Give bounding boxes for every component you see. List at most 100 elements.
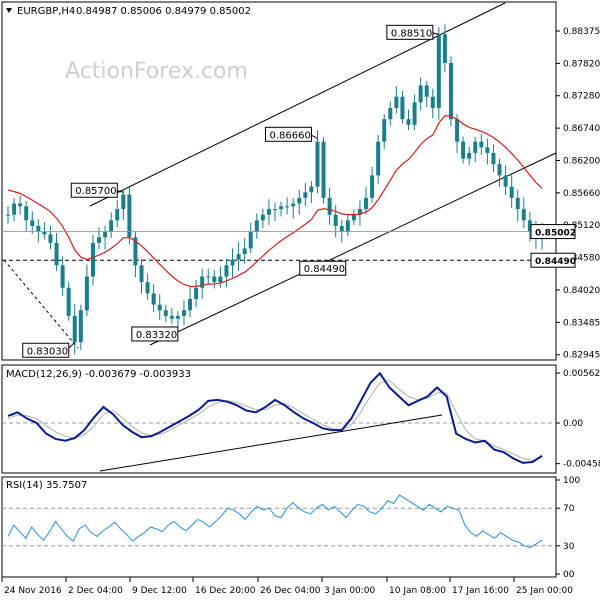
candle-body <box>151 293 156 305</box>
annotation-box <box>131 326 179 342</box>
candle-body <box>139 265 144 283</box>
candle-body <box>60 265 65 288</box>
candle-body <box>303 192 308 198</box>
candle-body <box>388 107 393 120</box>
macd-tick-label: 0.005627 <box>563 369 600 379</box>
candle-body <box>527 220 532 232</box>
price-tick-label: 0.86740 <box>563 124 600 134</box>
price-panel-frame <box>1 1 557 361</box>
price-tick-label: 0.84580 <box>563 254 600 264</box>
candle-body <box>84 276 89 311</box>
candle-body <box>266 209 271 215</box>
annotation-label: 0.85700 <box>75 186 116 197</box>
candle-body <box>406 119 411 125</box>
annotation-box <box>299 260 347 276</box>
candle-body <box>309 186 314 193</box>
candle-body <box>485 147 490 153</box>
price-y-axis: 0.88375 0.87820 0.87280 0.86740 0.86200 0.856… <box>556 27 600 361</box>
candle-body <box>400 96 405 120</box>
candle-body <box>291 203 296 207</box>
symbol-info: EURGBP,H4 <box>17 6 75 17</box>
candle-body <box>90 242 95 277</box>
rsi-y-axis: 100 70 30 00 <box>2 476 580 580</box>
candle-body <box>503 175 508 187</box>
annotation-label: 0.86660 <box>269 130 310 141</box>
rsi-panel-frame <box>1 476 557 578</box>
candle-body <box>479 141 484 148</box>
candle-body <box>121 194 126 210</box>
candle-body <box>175 315 180 319</box>
candle-body <box>163 310 168 316</box>
candle-body <box>351 214 356 221</box>
annotation-box <box>264 126 312 142</box>
candle-body <box>78 310 83 343</box>
macd-tick-label: -0.004586 <box>563 460 600 470</box>
candle-body <box>18 203 23 207</box>
candle-body <box>188 299 193 311</box>
last-price-marker: 0.85002 <box>2 224 576 240</box>
candle-body <box>412 102 417 125</box>
candle-body <box>333 214 338 226</box>
candle-body <box>206 276 211 278</box>
annotation-label: 0.84490 <box>304 264 345 275</box>
price-tick-label: 0.86200 <box>563 156 600 166</box>
macd-trendline <box>99 414 443 472</box>
ohlc-values: 0.84987 0.85006 0.84979 0.85002 <box>76 6 251 17</box>
candle-body <box>30 220 35 226</box>
candle-body <box>345 220 350 232</box>
candle-body <box>103 231 108 238</box>
trend-channel <box>3 2 557 349</box>
candle-body <box>473 141 478 153</box>
candle-body <box>224 265 229 277</box>
price-annotations: 0.85700 0.83030 0.83320 0.86660 0.84490 0.885… <box>22 24 439 358</box>
candle-body <box>364 197 369 210</box>
price-tick-label: 0.84020 <box>563 286 600 296</box>
annotation-label: 0.83320 <box>136 330 177 341</box>
candle-body <box>200 276 205 288</box>
candle-body <box>436 34 441 108</box>
candle-body <box>109 220 114 232</box>
price-tick-label: 0.85120 <box>563 221 600 231</box>
support-price-box <box>530 252 576 268</box>
candle-body <box>169 315 174 319</box>
last-price-label: 0.85002 <box>535 229 576 239</box>
candle-body <box>248 231 253 249</box>
candle-body <box>115 209 120 221</box>
candle-body <box>254 220 259 232</box>
channel-dashed-line <box>3 259 79 349</box>
x-tick-label: 17 Jan 16:00 <box>452 586 509 596</box>
candle-body <box>327 197 332 215</box>
macd-main-line <box>7 371 543 464</box>
channel-lower-line <box>149 152 557 346</box>
x-tick-label: 2 Dec 04:00 <box>68 586 123 596</box>
macd-tick-label: 0.00 <box>563 419 583 429</box>
rsi-line <box>7 494 543 549</box>
candle-body <box>467 152 472 159</box>
candle-body <box>509 186 514 198</box>
x-axis: 24 Nov 2016 2 Dec 04:00 9 Dec 12:00 16 Dec … <box>1 577 573 596</box>
candle-body <box>424 85 429 97</box>
candle-body <box>145 282 150 294</box>
candle-body <box>24 206 29 221</box>
rsi-tick-label: 70 <box>563 504 575 514</box>
rsi-panel: RSI(14) 35.7507 100 70 30 00 <box>2 476 580 580</box>
dropdown-arrow-icon <box>6 8 12 13</box>
x-tick-label: 3 Jan 00:00 <box>324 586 376 596</box>
candle-body <box>339 225 344 232</box>
candle-body <box>97 237 102 243</box>
moving-average <box>7 115 543 288</box>
price-candles <box>6 24 544 355</box>
annotation-box <box>70 182 118 198</box>
candle-body <box>42 231 47 235</box>
candle-body <box>36 225 41 232</box>
candle-body <box>297 197 302 204</box>
candle-body <box>48 234 53 243</box>
annotation-box <box>386 24 434 40</box>
support-level-line: 0.84490 <box>2 252 576 268</box>
candle-body <box>242 248 247 255</box>
channel-upper-line <box>89 2 506 207</box>
price-tick-label: 0.85660 <box>563 189 600 199</box>
rsi-tick-label: 00 <box>563 570 575 580</box>
price-tick-label: 0.87820 <box>563 59 600 69</box>
candle-body <box>382 119 387 142</box>
